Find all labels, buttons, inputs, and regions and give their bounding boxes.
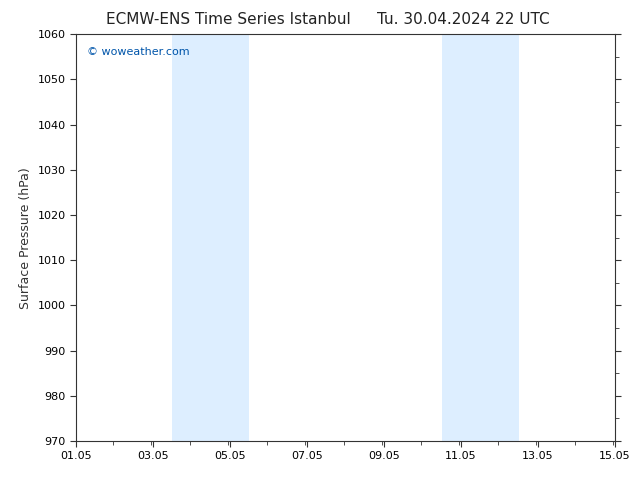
- Bar: [210, 34, 249, 441]
- Bar: [442, 34, 481, 441]
- Bar: [172, 34, 210, 441]
- Y-axis label: Surface Pressure (hPa): Surface Pressure (hPa): [19, 167, 32, 309]
- Bar: [481, 34, 519, 441]
- Text: Tu. 30.04.2024 22 UTC: Tu. 30.04.2024 22 UTC: [377, 12, 549, 27]
- Text: ECMW-ENS Time Series Istanbul: ECMW-ENS Time Series Istanbul: [106, 12, 351, 27]
- Text: © woweather.com: © woweather.com: [87, 47, 190, 56]
